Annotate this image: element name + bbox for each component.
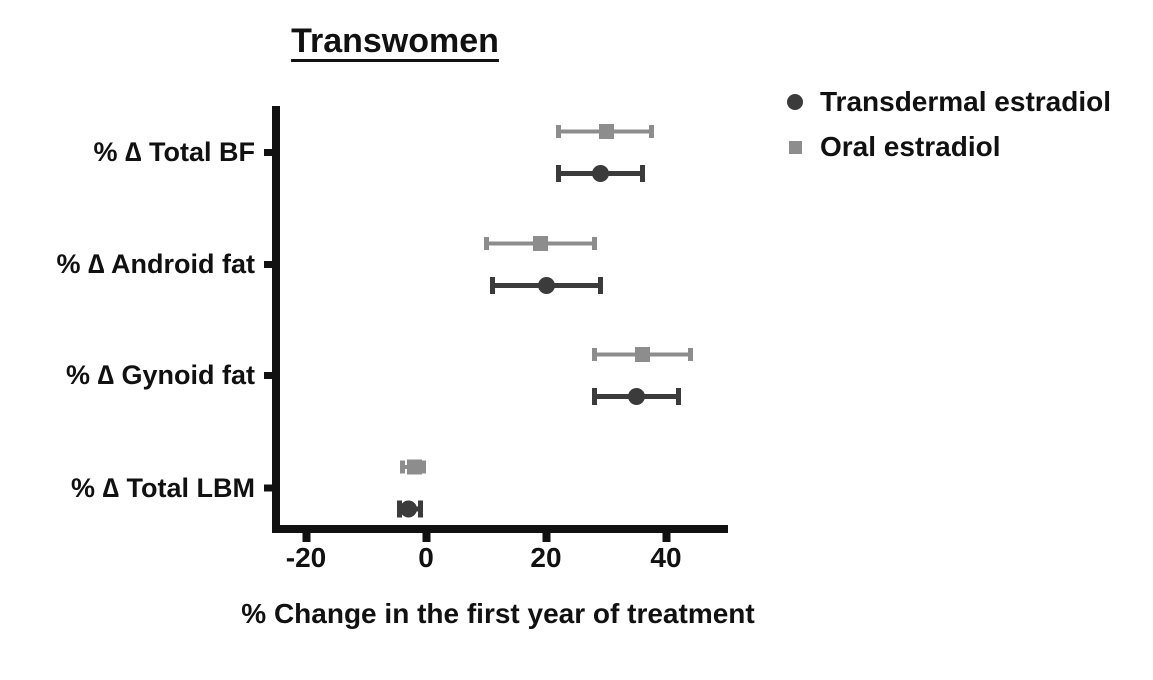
data-point-marker [407,459,422,475]
filled-circle-icon [787,94,803,110]
error-bar-cap-high [640,165,645,182]
error-bar-cap-low [490,277,495,294]
legend-item-oral-estradiol: Oral estradiol [787,131,1111,163]
y-axis-line [272,106,280,533]
error-bar-cap-low [556,165,561,182]
error-bar-cap-low [400,460,405,474]
x-axis-tick [542,533,551,542]
data-point-marker [538,277,555,294]
category-label-android-fat: % ∆ Android fat [56,249,255,279]
error-bar-cap-high [598,277,603,294]
legend-label-transdermal: Transdermal estradiol [820,86,1112,117]
x-axis-tick [662,533,671,542]
category-label-gynoid-fat: % ∆ Gynoid fat [65,360,255,390]
error-bar-cap-high [418,500,423,518]
legend: Transdermal estradiol Oral estradiol [787,86,1111,163]
data-point-marker [635,347,650,362]
error-bar-cap-high [688,348,693,361]
data-point-marker [628,388,645,405]
legend-item-transdermal-estradiol: Transdermal estradiol [787,86,1111,118]
error-bar-cap-high [421,460,426,474]
x-axis-tick [422,533,431,542]
chart-title: Transwomen [291,22,499,60]
data-point-marker [400,500,417,518]
x-tick-label-40: 40 [650,542,682,573]
legend-label-oral: Oral estradiol [820,131,1001,162]
x-axis-tick [302,533,311,542]
error-bar-cap-low [556,125,561,138]
x-tick-label-neg20: -20 [285,542,327,573]
error-bar-cap-high [649,125,654,138]
error-bar-cap-low [484,237,489,250]
x-axis-line [272,525,728,533]
error-bar-cap-high [676,388,681,405]
data-point-marker [533,236,548,251]
y-axis-tick [264,261,272,268]
error-bar-cap-low [592,348,597,361]
category-label-total-bf: % ∆ Total BF [93,137,255,167]
x-tick-label-20: 20 [530,542,562,573]
y-axis-tick [264,372,272,379]
category-label-total-lbm: % ∆ Total LBM [70,473,255,503]
error-bar-cap-low [592,388,597,405]
x-tick-label-0: 0 [418,542,434,573]
filled-square-icon [789,140,802,154]
x-axis-title: % Change in the first year of treatment [241,598,755,629]
y-axis-tick [264,484,272,492]
y-axis-tick [264,149,272,156]
error-bar-cap-low [397,500,402,518]
data-point-marker [592,165,609,182]
error-bar-cap-high [592,237,597,250]
data-point-marker [599,124,614,139]
